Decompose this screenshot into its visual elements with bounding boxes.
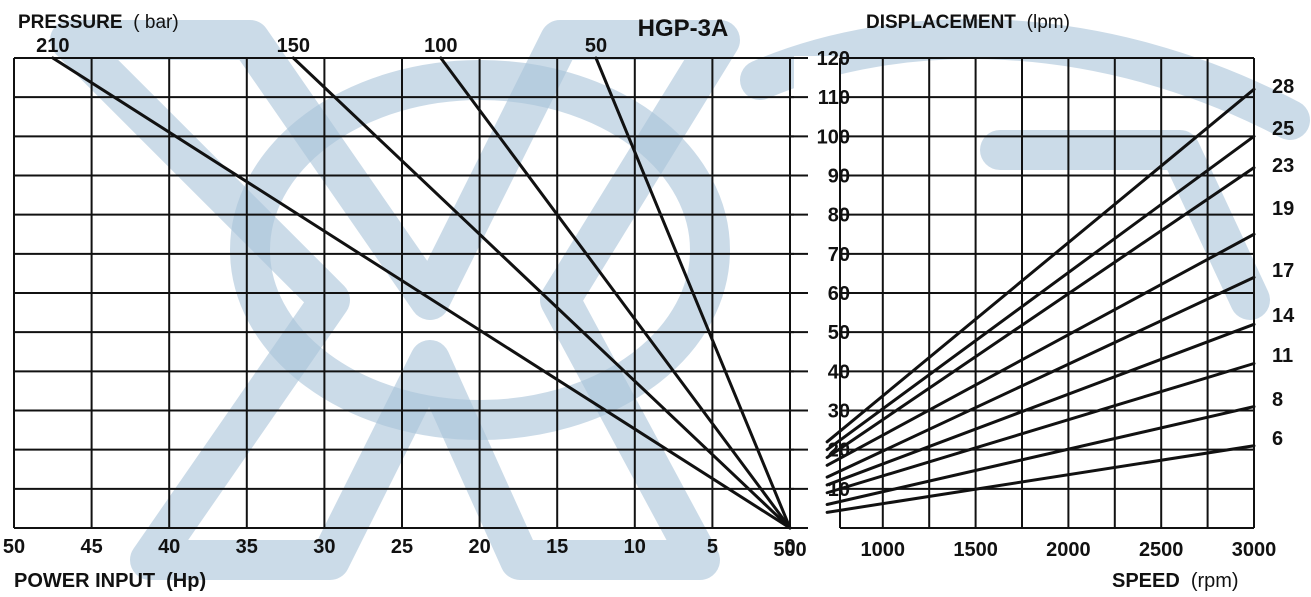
speed-tick-label: 1000 bbox=[861, 539, 906, 561]
chart-grid bbox=[13, 56, 1255, 530]
power-tick-label: 35 bbox=[236, 536, 258, 558]
displacement-tick-label: 20 bbox=[828, 440, 850, 462]
displacement-tick-label: 10 bbox=[828, 479, 850, 501]
displacement-tick-label: 110 bbox=[818, 87, 850, 109]
pressure-line bbox=[439, 56, 792, 530]
chart-title: HGP-3A bbox=[638, 15, 729, 42]
pressure-series-label: 210 bbox=[36, 35, 69, 57]
displacement-series-label: 28 bbox=[1272, 76, 1294, 98]
speed-tick-label: 1500 bbox=[953, 539, 998, 561]
displacement-series-label: 25 bbox=[1272, 118, 1294, 140]
chart-series bbox=[51, 56, 1256, 530]
pressure-line bbox=[594, 56, 792, 530]
displacement-axis-title: DISPLACEMENT (lpm) bbox=[866, 12, 1070, 33]
power-tick-label: 45 bbox=[80, 536, 102, 558]
displacement-series-label: 19 bbox=[1272, 198, 1294, 220]
displacement-series-label: 23 bbox=[1272, 155, 1294, 177]
pressure-series-label: 150 bbox=[277, 35, 310, 57]
displacement-line bbox=[825, 87, 1256, 444]
displacement-line bbox=[825, 134, 1256, 452]
displacement-tick-label: 100 bbox=[817, 126, 850, 148]
pressure-series-label: 100 bbox=[424, 35, 457, 57]
pressure-line bbox=[291, 56, 792, 530]
speed-tick-label: 2000 bbox=[1046, 539, 1091, 561]
displacement-tick-label: 120 bbox=[817, 48, 850, 70]
power-tick-label: 5 bbox=[707, 536, 718, 558]
displacement-line bbox=[825, 275, 1256, 479]
speed-axis-label: SPEED (rpm) bbox=[1112, 570, 1239, 592]
power-tick-label: 15 bbox=[546, 536, 568, 558]
power-tick-label: 10 bbox=[624, 536, 646, 558]
power-tick-label: 50 bbox=[3, 536, 25, 558]
displacement-tick-label: 60 bbox=[828, 283, 850, 305]
displacement-line bbox=[825, 232, 1256, 467]
speed-tick-label: 3000 bbox=[1232, 539, 1277, 561]
power-tick-label: 30 bbox=[313, 536, 335, 558]
displacement-series-label: 17 bbox=[1272, 260, 1294, 282]
displacement-tick-label: 50 bbox=[828, 322, 850, 344]
power-input-axis-label: POWER INPUT (Hp) bbox=[14, 570, 206, 592]
displacement-line bbox=[825, 444, 1256, 514]
displacement-line bbox=[825, 322, 1256, 487]
displacement-tick-label: 40 bbox=[828, 361, 850, 383]
displacement-series-label: 8 bbox=[1272, 389, 1283, 411]
power-tick-label: 20 bbox=[468, 536, 490, 558]
displacement-series-label: 14 bbox=[1272, 305, 1295, 327]
pressure-series-label: 50 bbox=[585, 35, 607, 57]
power-tick-label: 40 bbox=[158, 536, 180, 558]
displacement-series-label: 11 bbox=[1272, 345, 1293, 367]
pressure-line bbox=[51, 56, 792, 530]
displacement-series-label: 6 bbox=[1272, 428, 1283, 450]
power-tick-label: 0 bbox=[784, 536, 795, 558]
power-tick-label: 25 bbox=[391, 536, 413, 558]
displacement-tick-label: 90 bbox=[828, 166, 850, 188]
displacement-tick-label: 70 bbox=[828, 244, 850, 266]
watermark-logo bbox=[50, 19, 1310, 580]
displacement-line bbox=[825, 166, 1256, 459]
speed-tick-label: 500 bbox=[773, 539, 806, 561]
displacement-tick-label: 30 bbox=[828, 401, 850, 423]
displacement-line bbox=[825, 362, 1256, 495]
displacement-tick-label: 80 bbox=[828, 205, 850, 227]
speed-tick-label: 2500 bbox=[1139, 539, 1184, 561]
displacement-line bbox=[825, 405, 1256, 506]
pressure-axis-title: PRESSURE ( bar) bbox=[18, 12, 179, 33]
